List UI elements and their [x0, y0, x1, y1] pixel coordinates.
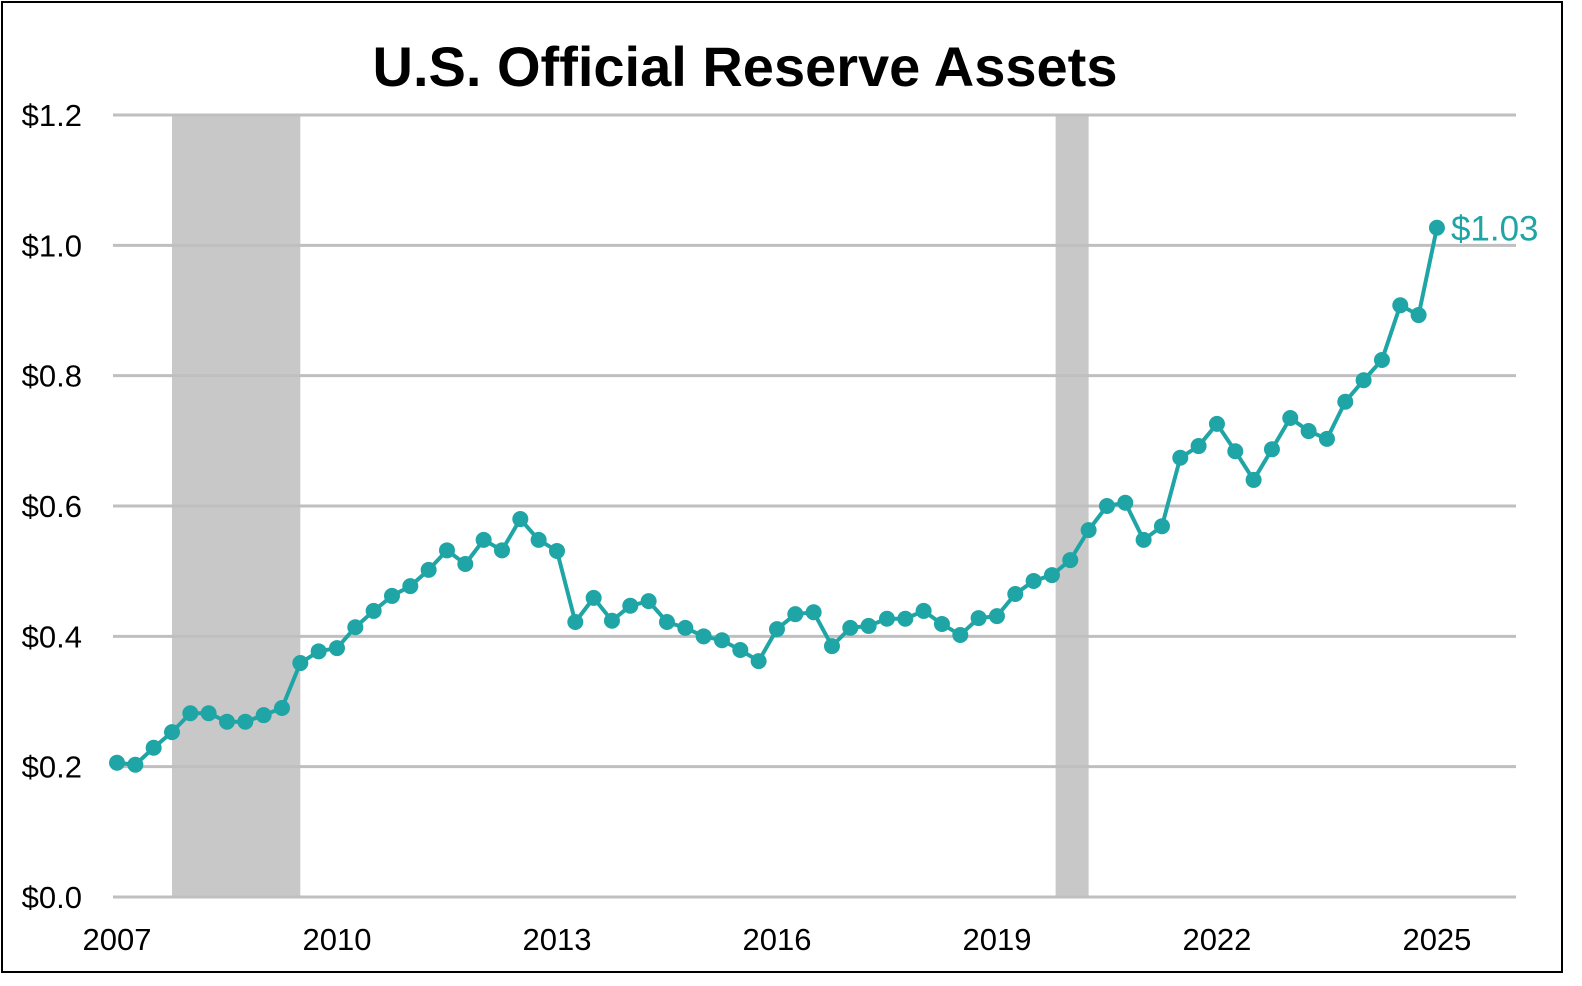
data-point: [1135, 531, 1152, 548]
data-point: [420, 561, 437, 578]
data-point: [512, 511, 529, 528]
y-tick-label: $0.8: [22, 359, 82, 394]
data-point: [750, 653, 767, 670]
data-point: [713, 632, 730, 649]
y-tick-label: $0.6: [22, 489, 82, 524]
data-point: [1117, 494, 1134, 511]
data-point: [163, 724, 180, 741]
last-value-label: $1.03: [1451, 210, 1539, 249]
data-point: [768, 621, 785, 638]
data-point: [1318, 430, 1335, 447]
data-point: [1062, 552, 1079, 569]
data-point: [255, 707, 272, 724]
data-point: [1172, 449, 1189, 466]
data-point: [787, 606, 804, 623]
data-point: [530, 531, 547, 548]
data-point: [842, 619, 859, 636]
data-point: [1208, 415, 1225, 432]
data-point: [475, 531, 492, 548]
x-tick-label: 2013: [522, 922, 591, 957]
y-tick-label: $1.0: [22, 228, 82, 263]
data-point: [292, 655, 309, 672]
data-point: [695, 628, 712, 645]
data-point: [200, 705, 217, 722]
data-point: [347, 619, 364, 636]
data-point: [365, 602, 382, 619]
data-point: [823, 638, 840, 655]
data-point: [1373, 352, 1390, 369]
data-point: [860, 617, 877, 634]
data-point: [145, 739, 162, 756]
data-point: [1098, 498, 1115, 514]
data-point: [1263, 441, 1280, 458]
data-point: [1043, 567, 1060, 584]
data-point: [1080, 522, 1097, 539]
data-point: [732, 642, 749, 659]
data-point: [273, 700, 290, 717]
data-point: [438, 542, 455, 559]
x-tick-label: 2019: [962, 922, 1031, 957]
data-point: [457, 555, 474, 572]
series-line: [116, 227, 1439, 767]
data-point: [970, 610, 987, 627]
data-point: [640, 593, 657, 610]
x-tick-label: 2022: [1182, 922, 1251, 957]
data-point: [677, 619, 694, 636]
data-point: [109, 754, 125, 771]
data-point: [988, 608, 1005, 625]
data-point: [127, 756, 144, 773]
x-tick-label: 2007: [83, 922, 152, 957]
data-point: [1355, 372, 1372, 389]
data-point: [933, 615, 950, 632]
data-point: [1007, 585, 1024, 602]
data-point: [1428, 219, 1445, 236]
data-point: [493, 542, 510, 559]
data-point: [805, 604, 822, 621]
data-point: [402, 578, 419, 595]
x-tick-label: 2016: [742, 922, 811, 957]
data-point: [383, 587, 400, 604]
data-point: [622, 597, 639, 614]
data-point: [1245, 471, 1262, 488]
data-point: [585, 589, 602, 606]
data-point: [182, 705, 199, 722]
data-point: [1410, 307, 1427, 324]
y-tick-label: $1.2: [22, 98, 82, 133]
data-point: [1227, 443, 1244, 460]
series: [109, 219, 1445, 773]
chart-title: U.S. Official Reserve Assets: [373, 35, 1118, 98]
data-point: [218, 713, 235, 730]
data-point: [567, 613, 584, 630]
y-axis-ticks: $0.0 $0.2 $0.4 $0.6 $0.8 $1.0 $1.2: [22, 98, 82, 915]
data-point: [1392, 297, 1409, 314]
data-point: [548, 542, 565, 559]
data-point: [328, 640, 345, 657]
data-point: [658, 613, 675, 630]
data-point: [1190, 438, 1207, 455]
x-axis-ticks: 2007 2010 2013 2016 2019 2022 2025: [83, 922, 1472, 957]
data-point: [237, 713, 254, 730]
x-tick-label: 2010: [303, 922, 372, 957]
y-tick-label: $0.0: [22, 880, 82, 915]
data-point: [1300, 423, 1317, 440]
data-point: [1153, 518, 1170, 535]
data-point: [603, 612, 620, 629]
data-point: [952, 627, 969, 644]
data-point: [897, 610, 914, 627]
data-point: [310, 643, 327, 660]
data-point: [1025, 572, 1042, 589]
x-tick-label: 2025: [1402, 922, 1471, 957]
data-point: [1337, 393, 1354, 410]
y-tick-label: $0.2: [22, 750, 82, 785]
y-tick-label: $0.4: [22, 619, 82, 654]
data-point: [878, 610, 895, 627]
gridlines: [113, 113, 1516, 899]
data-point: [1282, 410, 1299, 427]
data-point: [915, 602, 932, 619]
